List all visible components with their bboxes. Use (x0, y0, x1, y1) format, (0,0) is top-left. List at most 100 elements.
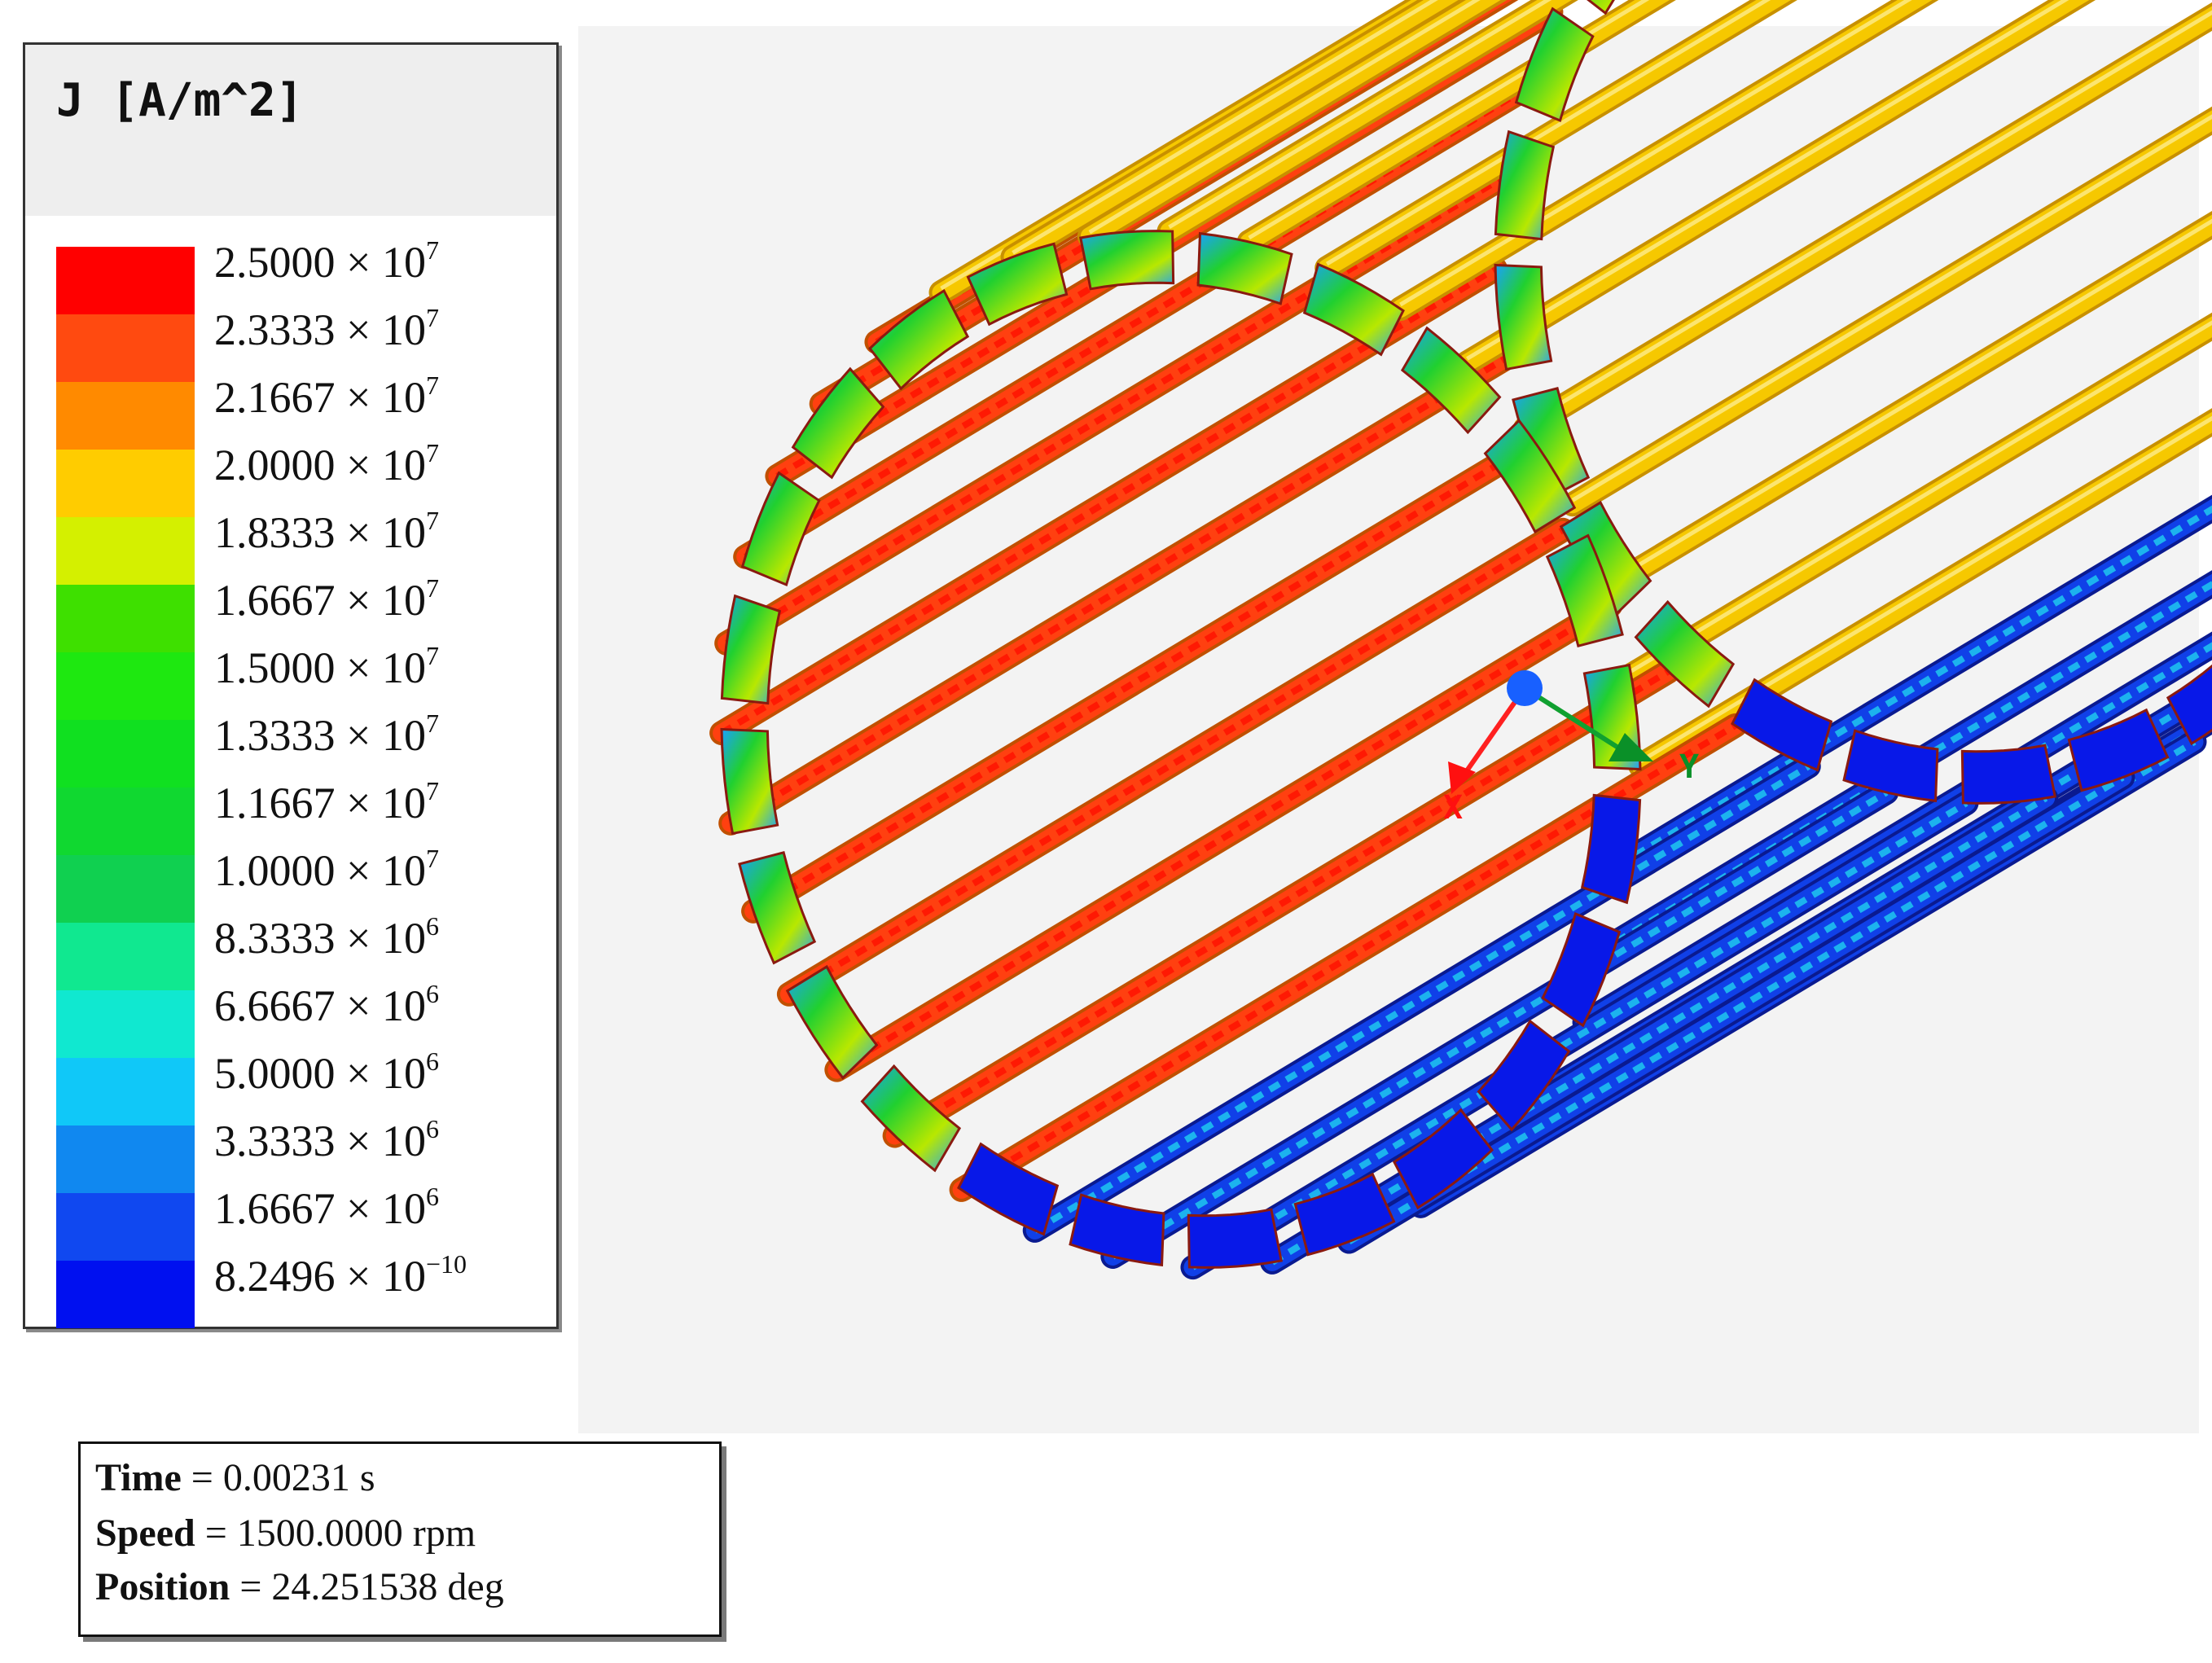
legend-label: 2.0000 × 107 (214, 438, 439, 489)
legend-swatch (56, 1058, 195, 1125)
legend-swatch (56, 314, 195, 382)
rotor-bar (1599, 214, 2212, 597)
rotor-bar (1160, 0, 1573, 240)
end-ring-segment (738, 850, 817, 965)
end-ring-segment (1400, 326, 1502, 435)
end-ring-segment (1196, 231, 1293, 305)
legend-label: 5.0000 × 106 (214, 1047, 439, 1098)
legend-label: 2.1667 × 107 (214, 371, 439, 422)
end-ring-segment (1514, 7, 1595, 123)
rotor-bar (1080, 0, 1501, 246)
position-value: = 24.251538 deg (230, 1565, 504, 1608)
rotor-bar-hotspot (752, 444, 1530, 915)
end-ring-segment (1079, 230, 1175, 291)
legend-label: 1.0000 × 107 (214, 844, 439, 895)
rotor-bar (1003, 0, 1459, 266)
end-ring-segment (785, 964, 879, 1080)
end-ring-segment (2166, 664, 2212, 746)
end-ring-segment (1302, 262, 1405, 357)
rotor-bar-highlight (1571, 114, 2212, 502)
legend-label: 1.6667 × 106 (214, 1182, 439, 1233)
position-row: Position = 24.251538 deg (95, 1564, 504, 1609)
legend-swatch (56, 1193, 195, 1261)
end-ring-front (720, 230, 1642, 1269)
legend-swatch (56, 517, 195, 585)
legend-swatch (56, 652, 195, 720)
rotor-bar-hotspot (787, 527, 1565, 998)
rotor-bar (1564, 110, 2212, 514)
end-ring-segment (720, 594, 782, 705)
legend-label: 2.3333 × 107 (214, 303, 439, 354)
rotor-bar-highlight (1466, 0, 2069, 361)
end-ring-segment (1634, 599, 1736, 709)
end-ring-segment (740, 471, 821, 587)
y-axis-label: Y (1679, 748, 1699, 786)
legend-swatch (56, 855, 195, 923)
legend-swatch (56, 720, 195, 788)
end-ring-segment (1477, 1019, 1571, 1132)
end-ring-segment (1392, 1108, 1494, 1210)
rotor-bar-hotspot (1614, 580, 2212, 945)
end-ring-segment (1293, 1172, 1396, 1257)
rotor-bar-hotspot (1271, 795, 2048, 1266)
end-ring-segment (1545, 533, 1624, 648)
x-axis-line (1459, 687, 1527, 779)
end-ring-segment (957, 1142, 1060, 1236)
legend-title: J [A/m^2] (56, 74, 304, 127)
rotor-bar-highlight (1630, 320, 2212, 674)
rotor-bar-hotspot (1633, 505, 2212, 858)
legend-swatch (56, 1261, 195, 1328)
end-ring-segment (1187, 1208, 1283, 1269)
color-legend: J [A/m^2] 2.5000 × 107 2.3333 × 107 2.1667… (23, 42, 559, 1329)
end-ring-segment (1494, 263, 1553, 371)
end-ring-segment (1541, 911, 1622, 1028)
speed-row: Speed = 1500.0000 rpm (95, 1511, 476, 1555)
rotor-bar-hotspot (729, 356, 1507, 827)
position-key: Position (95, 1565, 230, 1608)
rotor-bars (709, 0, 2212, 1280)
legend-label: 2.5000 × 107 (214, 235, 439, 287)
legend-label: 3.3333 × 106 (214, 1114, 439, 1165)
legend-swatch (56, 1125, 195, 1193)
legend-label: 1.1667 × 107 (214, 776, 439, 827)
z-axis-ball (1507, 670, 1543, 706)
legend-swatch (56, 990, 195, 1058)
legend-header (25, 45, 556, 216)
end-ring-segment (791, 366, 885, 480)
rotor-bar (1458, 0, 2090, 372)
rotor-bar-hotspot (835, 603, 1613, 1073)
rotor-bar-highlight (1639, 415, 2212, 764)
legend-swatch (56, 923, 195, 990)
x-axis-arrow (1448, 761, 1476, 794)
rotor-bar-highlight (1168, 0, 1552, 230)
end-ring-segment (966, 242, 1069, 327)
rotor-bar-hotspot (725, 176, 1503, 647)
end-ring-segment (1842, 729, 1939, 803)
rotor-bar-highlight (1012, 0, 1438, 255)
simulation-info-box: Time = 0.00231 s Speed = 1500.0000 rpm P… (78, 1441, 722, 1637)
legend-swatch (56, 450, 195, 517)
end-ring-segment (720, 727, 779, 836)
rotor-bar-hotspot (1347, 774, 2125, 1244)
legend-label: 8.2496 × 10−10 (214, 1249, 467, 1301)
rotor-bar-highlight (1607, 218, 2212, 586)
end-ring-segment (1483, 419, 1577, 534)
rotor-bar (1622, 316, 2212, 685)
axis-triad: X Y (1443, 670, 1699, 827)
rotor-bar-highlight (1524, 10, 2212, 427)
end-ring-back (1494, 0, 2212, 805)
end-ring-segment (1069, 1193, 1165, 1267)
x-axis-label: X (1443, 789, 1463, 827)
legend-label: 1.5000 × 107 (214, 641, 439, 692)
rotor-bar-hotspot (1033, 763, 1810, 1234)
legend-label: 8.3333 × 106 (214, 911, 439, 963)
end-ring-segment (868, 288, 970, 391)
end-ring-segment (2067, 708, 2170, 792)
end-ring-segment (1960, 744, 2056, 805)
legend-label: 1.6667 × 107 (214, 573, 439, 625)
y-axis-line (1523, 686, 1622, 752)
rotor-bar-highlight (1325, 0, 1771, 266)
end-ring-segment (1494, 129, 1556, 241)
time-value: = 0.00231 s (181, 1456, 375, 1499)
